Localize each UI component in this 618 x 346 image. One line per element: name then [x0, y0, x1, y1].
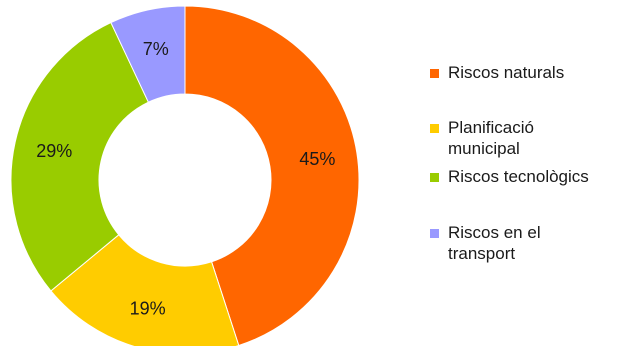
slice-value-label-riscos-tecnologics: 29% — [36, 141, 72, 161]
legend-label-riscos-naturals: Riscos naturals — [448, 63, 565, 82]
legend-item-planificacio-municipal: Planificació municipal — [430, 117, 616, 159]
legend-label-riscos-tecnologics: Riscos tecnològics — [448, 167, 589, 186]
legend-label-planificacio-municipal: Planificació municipal — [448, 118, 534, 158]
legend-swatch-riscos-naturals — [430, 69, 439, 78]
legend-swatch-riscos-tecnologics — [430, 173, 439, 182]
legend-item-riscos-tecnologics: Riscos tecnològics — [430, 166, 616, 187]
donut-slice-riscos-naturals — [184, 5, 360, 346]
legend-item-riscos-en-el-transport: Riscos en el transport — [430, 222, 616, 264]
slice-value-label-riscos-naturals: 45% — [299, 149, 335, 169]
slice-value-label-planificacio-municipal: 19% — [130, 299, 166, 319]
donut-slice-riscos-en-el-transport — [110, 5, 186, 103]
slice-value-label-riscos-en-el-transport: 7% — [143, 39, 169, 59]
legend-item-riscos-naturals: Riscos naturals — [430, 62, 616, 83]
donut-slice-riscos-tecnologics — [10, 21, 150, 292]
legend-swatch-planificacio-municipal — [430, 124, 439, 133]
legend-swatch-riscos-en-el-transport — [430, 229, 439, 238]
donut-slice-planificacio-municipal — [50, 234, 240, 346]
legend-label-riscos-en-el-transport: Riscos en el transport — [448, 223, 541, 263]
